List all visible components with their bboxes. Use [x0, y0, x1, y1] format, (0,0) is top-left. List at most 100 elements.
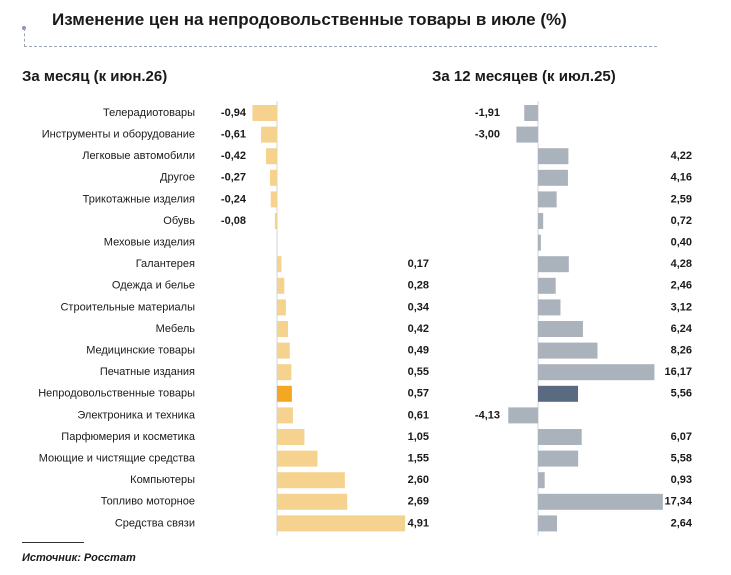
title-frame: [24, 28, 657, 47]
annual-bar: [538, 234, 541, 251]
category-label: Обувь: [163, 215, 195, 227]
monthly-bar: [277, 407, 293, 424]
monthly-value-label: -0,94: [221, 107, 247, 119]
annual-value-label: -3,00: [475, 129, 500, 141]
annual-bar: [516, 126, 538, 143]
monthly-bar: [277, 450, 318, 467]
source-note: Источник: Росстат: [22, 552, 136, 564]
monthly-value-label: 0,57: [408, 388, 429, 400]
annual-value-label: 3,12: [671, 301, 692, 313]
monthly-value-label: 0,61: [408, 409, 429, 421]
monthly-bar: [261, 126, 277, 143]
annual-bar: [538, 169, 568, 186]
category-label: Легковые автомобили: [82, 150, 195, 162]
monthly-value-label: -0,24: [221, 193, 247, 205]
annual-bar: [538, 321, 583, 337]
category-label: Трикотажные изделия: [83, 193, 195, 205]
monthly-panel-title: За месяц (к июн.26): [22, 68, 168, 85]
annual-value-label: 4,22: [671, 150, 692, 162]
annual-bar: [538, 515, 558, 532]
annual-bar: [538, 472, 545, 489]
category-label: Галантерея: [136, 258, 195, 270]
monthly-bar: [252, 105, 277, 121]
monthly-bar: [277, 364, 292, 381]
category-label: Другое: [160, 172, 195, 184]
annual-bar: [538, 299, 561, 316]
annual-bar: [538, 256, 569, 273]
monthly-bar: [274, 213, 277, 229]
annual-value-label: 6,24: [671, 323, 693, 335]
monthly-value-label: 0,34: [408, 301, 430, 313]
source-divider: [22, 542, 84, 543]
annual-panel-title: За 12 месяцев (к июл.25): [432, 68, 616, 85]
category-label: Топливо моторное: [101, 496, 195, 508]
monthly-bar: [277, 429, 305, 445]
monthly-bar: [277, 515, 406, 532]
annual-value-label: 17,34: [664, 496, 692, 508]
monthly-value-label: 0,49: [408, 345, 429, 357]
monthly-value-label: 0,17: [408, 258, 429, 270]
annual-bar: [538, 213, 544, 229]
monthly-bar: [277, 277, 285, 294]
category-label: Мебель: [156, 323, 196, 335]
category-label: Средства связи: [115, 517, 195, 529]
category-label: Меховые изделия: [104, 237, 195, 249]
category-label: Непродовольственные товары: [38, 388, 195, 400]
monthly-bar: [277, 493, 348, 510]
monthly-value-label: 0,55: [408, 366, 429, 378]
annual-value-label: 2,64: [671, 517, 693, 529]
monthly-bar: [269, 169, 277, 186]
annual-bar: [524, 105, 538, 121]
category-label: Парфюмерия и косметика: [61, 431, 196, 443]
category-label: Инструменты и оборудование: [42, 129, 195, 141]
category-label: Телерадиотовары: [103, 107, 195, 119]
annual-value-label: 0,93: [671, 474, 692, 486]
monthly-value-label: 1,05: [408, 431, 429, 443]
annual-bar: [538, 342, 598, 359]
annual-bar: [508, 407, 538, 424]
monthly-bar: [277, 342, 290, 359]
monthly-value-label: -0,61: [221, 129, 246, 141]
monthly-value-label: 2,69: [408, 496, 429, 508]
category-label: Одежда и белье: [112, 280, 195, 292]
monthly-bar: [270, 191, 277, 208]
annual-value-label: 0,40: [671, 237, 692, 249]
monthly-value-label: -0,42: [221, 150, 246, 162]
annual-value-label: 6,07: [671, 431, 692, 443]
annual-value-label: 16,17: [664, 366, 692, 378]
annual-bar: [538, 493, 663, 510]
monthly-value-label: 0,28: [408, 280, 429, 292]
annual-value-label: 5,58: [671, 453, 692, 465]
annual-value-label: 4,16: [671, 172, 692, 184]
annual-value-label: -4,13: [475, 409, 500, 421]
category-label: Компьютеры: [130, 474, 195, 486]
annual-value-label: 4,28: [671, 258, 692, 270]
annual-value-label: 0,72: [671, 215, 692, 227]
chart-title: Изменение цен на непродовольственные тов…: [52, 10, 567, 29]
category-label: Электроника и техника: [77, 409, 195, 421]
category-label: Медицинские товары: [86, 345, 195, 357]
annual-value-label: 8,26: [671, 345, 692, 357]
annual-bar: [538, 364, 655, 381]
annual-bar: [538, 277, 556, 294]
monthly-value-label: 2,60: [408, 474, 429, 486]
monthly-bar: [277, 385, 292, 402]
annual-value-label: -1,91: [475, 107, 500, 119]
monthly-value-label: -0,08: [221, 215, 246, 227]
monthly-value-label: 4,91: [408, 517, 429, 529]
annual-bar: [538, 450, 579, 467]
category-label: Печатные издания: [100, 366, 195, 378]
monthly-bar: [277, 299, 286, 316]
annual-bar: [538, 148, 569, 165]
annual-bar: [538, 385, 579, 402]
category-label: Моющие и чистящие средства: [39, 453, 196, 465]
monthly-value-label: -0,27: [221, 172, 246, 184]
category-label: Строительные материалы: [60, 301, 195, 313]
monthly-value-label: 0,42: [408, 323, 429, 335]
annual-bar: [538, 191, 557, 208]
monthly-value-label: 1,55: [408, 453, 429, 465]
annual-bar: [538, 429, 582, 445]
monthly-bar: [277, 472, 345, 489]
annual-value-label: 2,46: [671, 280, 692, 292]
